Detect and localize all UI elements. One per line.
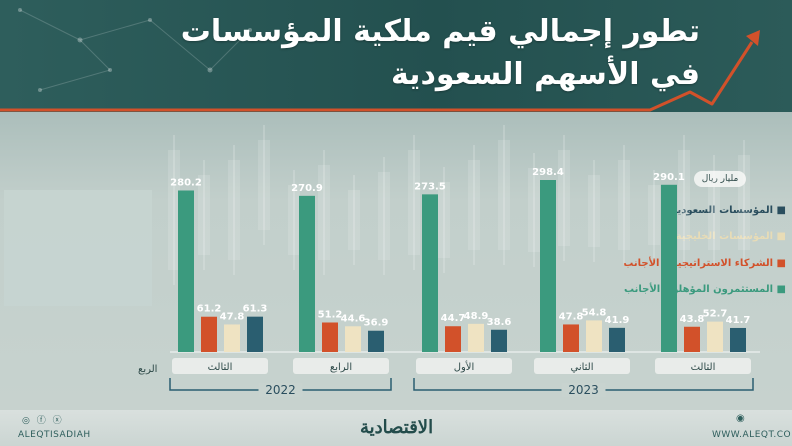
candle-body (558, 150, 570, 246)
year-label-bg (258, 383, 303, 397)
bar-strategic (201, 316, 217, 352)
quarter-label: الثالث (208, 362, 233, 373)
legend-item-gulf: ■ المؤسسات الخليجية (675, 231, 786, 242)
bar-gulf (468, 323, 484, 352)
data-label: 290.1 (653, 172, 685, 183)
candle-body (198, 175, 210, 255)
data-label: 38.6 (487, 317, 512, 328)
instagram-icon: ◎ (22, 416, 30, 426)
bar-qfi (491, 329, 507, 352)
candle-body (528, 168, 540, 252)
x-icon: ⓧ (52, 416, 62, 426)
header-band (0, 0, 792, 112)
legend (4, 190, 152, 306)
data-label: 44.6 (341, 313, 366, 324)
candle-body (738, 155, 750, 250)
globe-icon: ◉ (736, 413, 745, 424)
bar-saudi (299, 195, 315, 352)
website-link[interactable]: WWW.ALEQT.COM (712, 430, 792, 440)
social-handle: ALEQTISADIAH (18, 430, 91, 440)
bar-gulf (586, 320, 602, 352)
quarter-label: الثالث (691, 362, 716, 373)
bar-strategic (684, 326, 700, 352)
bar-chart: 280.261.247.861.3الثالث270.951.244.636.9… (168, 140, 760, 397)
data-label: 273.5 (414, 181, 446, 192)
footer (0, 410, 792, 446)
data-label: 270.9 (291, 183, 323, 194)
legend-item-strategic: ■ الشركاء الاستراتيجيون الأجانب (623, 258, 786, 269)
data-label: 43.8 (680, 314, 705, 325)
social-icons: ◎ ⓕ ⓧ (22, 413, 66, 426)
quarter-pill (534, 358, 630, 374)
data-label: 48.9 (464, 311, 489, 322)
year-label-bg (561, 383, 606, 397)
chart-title-line2: في الأسهم السعودية (390, 57, 700, 92)
bar-gulf (345, 326, 361, 352)
bar-gulf (707, 321, 723, 352)
network-decoration (18, 8, 252, 92)
data-label: 54.8 (582, 307, 607, 318)
candle-body (648, 185, 660, 245)
bar-strategic (322, 322, 338, 352)
bar-qfi (368, 330, 384, 352)
candle-body (678, 150, 690, 250)
unit-badge: مليار ريال (694, 171, 746, 187)
legend-item-qfi: ■ المستثمرون المؤهلون الأجانب (624, 284, 786, 295)
data-label: 280.2 (170, 177, 202, 188)
candle-body (618, 160, 630, 250)
bar-strategic (563, 324, 579, 352)
data-label: 61.2 (197, 304, 222, 315)
bar-qfi (609, 327, 625, 352)
data-label: 41.9 (605, 315, 630, 326)
quarter-pill (293, 358, 389, 374)
data-label: 41.7 (726, 315, 751, 326)
bar-saudi (178, 190, 194, 352)
candle-body (168, 150, 180, 270)
candle-body (378, 172, 390, 260)
candle-body (408, 150, 420, 255)
bar-qfi (247, 316, 263, 352)
candle-body (708, 170, 720, 250)
bar-strategic (445, 326, 461, 352)
candle-body (468, 160, 480, 250)
quarter-pill (172, 358, 268, 374)
facebook-icon: ⓕ (36, 416, 46, 426)
data-label: 298.4 (532, 167, 564, 178)
data-label: 47.8 (220, 311, 245, 322)
quarter-label: الرابع (330, 362, 352, 373)
bar-gulf (224, 324, 240, 352)
candle-body (258, 140, 270, 230)
candle-body (318, 165, 330, 260)
bar-saudi (540, 180, 556, 352)
data-label: 44.7 (441, 313, 466, 324)
candle-body (438, 182, 450, 258)
data-label: 36.9 (364, 318, 389, 329)
data-label: 47.8 (559, 311, 584, 322)
bar-saudi (422, 194, 438, 352)
axis-unit-label: الربع (138, 364, 158, 375)
candle-body (288, 185, 300, 255)
quarter-label: الأول (454, 360, 475, 373)
candle-body (348, 190, 360, 250)
legend-item-saudi: ■ المؤسسات السعودية (671, 205, 786, 216)
bar-saudi (661, 184, 677, 352)
data-label: 51.2 (318, 309, 343, 320)
trend-arrow-icon (0, 30, 760, 112)
chart-title-line1: تطور إجمالي قيم ملكية المؤسسات (180, 14, 700, 49)
quarter-label: الثاني (570, 362, 593, 373)
quarter-pill (416, 358, 512, 374)
data-label: 61.3 (243, 304, 268, 315)
candle-body (498, 140, 510, 250)
brand-logo: الاقتصادية (360, 417, 434, 438)
quarter-pill (655, 358, 751, 374)
candle-body (588, 175, 600, 247)
year-label: 2022 (265, 383, 296, 397)
year-label: 2023 (568, 383, 599, 397)
candle-body (228, 160, 240, 260)
data-label: 52.7 (703, 309, 728, 320)
bar-qfi (730, 327, 746, 352)
